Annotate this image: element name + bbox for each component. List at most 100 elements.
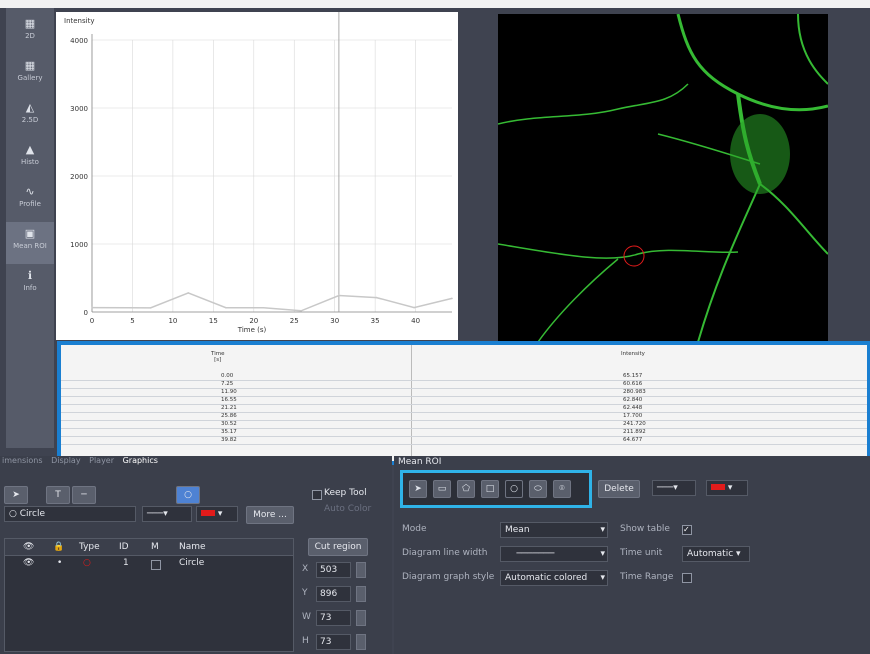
col-intensity-header: Intensity <box>621 351 645 357</box>
eye-icon: 👁 <box>23 542 35 552</box>
roi-color-dropdown[interactable]: ▾ <box>706 480 748 496</box>
data-point <box>187 292 190 294</box>
y-tick-label: 2000 <box>70 173 88 181</box>
x-stepper[interactable] <box>356 562 366 578</box>
view-sidebar: ▦ 2D ▦ Gallery ◭ 2.5D ▲ Histo ∿ Profile ▣ Mean ROI ℹ… <box>6 8 54 448</box>
mean-roi-icon: ▣ <box>24 227 36 240</box>
show-table-checkbox[interactable]: ✓ <box>682 525 692 535</box>
circle-type-icon: ○ <box>83 558 91 568</box>
circle-tool[interactable]: ○ <box>505 480 523 498</box>
tab-player[interactable]: Player <box>89 456 115 465</box>
square-tool[interactable]: □ <box>481 480 499 498</box>
visible-icon[interactable]: 👁 <box>23 558 35 568</box>
x-field[interactable]: 503 <box>316 562 351 578</box>
graphics-list: 👁 🔒 Type ID M Name 👁 • ○ 1 Circle <box>4 538 294 652</box>
delete-button[interactable]: Delete <box>598 480 640 498</box>
col-time-header: Time [s] <box>211 351 225 363</box>
circle-tool-button[interactable]: ○ <box>176 486 200 504</box>
sidebar-item-profile[interactable]: ∿ Profile <box>6 180 54 222</box>
sidebar-item-label: Gallery <box>17 74 43 82</box>
w-stepper[interactable] <box>356 610 366 626</box>
w-field[interactable]: 73 <box>316 610 351 626</box>
x-tick-label: 40 <box>411 317 420 325</box>
intensity-cell: 65.157 <box>623 373 643 379</box>
sidebar-item-label: Profile <box>19 200 41 208</box>
table-row: 11.90 280.983 <box>61 389 867 397</box>
h-label: H <box>302 636 309 646</box>
sidebar-item-label: Info <box>23 284 37 292</box>
table-divider <box>411 345 412 461</box>
intensity-cell: 62.840 <box>623 397 643 403</box>
data-point <box>413 306 415 309</box>
cut-region-button[interactable]: Cut region <box>308 538 368 556</box>
sidebar-item-label: Histo <box>21 158 39 166</box>
line-width-dropdown[interactable]: ─────── ▾ <box>500 546 608 562</box>
select-tool-button[interactable]: ➤ <box>4 486 28 504</box>
more-button[interactable]: More ... <box>246 506 294 524</box>
list-header: 👁 🔒 Type ID M Name <box>5 539 293 556</box>
data-point <box>451 297 453 300</box>
time-cell: 39.82 <box>221 437 237 443</box>
tab-graphics[interactable]: Graphics <box>122 456 158 465</box>
color-dropdown[interactable]: ▾ <box>196 506 238 522</box>
h-field[interactable]: 73 <box>316 634 351 650</box>
mode-dropdown[interactable]: Mean ▾ <box>500 522 608 538</box>
time-unit-label: Time unit <box>620 548 663 558</box>
row-id: 1 <box>123 558 129 568</box>
data-point <box>225 306 227 309</box>
tab-dimensions[interactable]: imensions <box>2 456 43 465</box>
time-cell: 21.21 <box>221 405 237 411</box>
sidebar-item-mean-roi[interactable]: ▣ Mean ROI <box>6 222 54 264</box>
y-tick-label: 3000 <box>70 105 88 113</box>
sidebar-item-histo[interactable]: ▲ Histo <box>6 138 54 180</box>
rect-tool[interactable]: ▭ <box>433 480 451 498</box>
h-stepper[interactable] <box>356 634 366 650</box>
sidebar-item-2-5d[interactable]: ◭ 2.5D <box>6 96 54 138</box>
y-axis-label: Intensity <box>64 17 94 25</box>
x-tick-label: 10 <box>168 317 177 325</box>
graph-style-dropdown[interactable]: Automatic colored ▾ <box>500 570 608 586</box>
line-style-dropdown[interactable]: ───▾ <box>142 506 192 522</box>
x-label: X <box>302 564 309 574</box>
y-field[interactable]: 896 <box>316 586 351 602</box>
keep-tool-checkbox[interactable] <box>312 490 322 500</box>
x-tick-label: 15 <box>209 317 218 325</box>
freehand-tool[interactable]: ⌾ <box>553 480 571 498</box>
line-width-label: Diagram line width <box>402 548 488 558</box>
keep-tool-label: Keep Tool <box>324 488 367 498</box>
tab-bar: imensions Display Player Graphics <box>2 456 164 469</box>
time-cell: 16.55 <box>221 397 237 403</box>
intensity-cell: 241.720 <box>623 421 646 427</box>
auto-color-label: Auto Color <box>324 504 372 514</box>
panel-title: Mean ROI <box>398 457 442 467</box>
col-id: ID <box>119 542 129 552</box>
x-tick-label: 20 <box>249 317 258 325</box>
time-unit-dropdown[interactable]: Automatic ▾ <box>682 546 750 562</box>
neuron-image <box>497 13 829 343</box>
intensity-cell: 280.983 <box>623 389 646 395</box>
lock-icon: 🔒 <box>53 542 65 552</box>
x-tick-label: 5 <box>130 317 134 325</box>
2d-icon: ▦ <box>24 17 36 30</box>
table-row: 30.52 241.720 <box>61 421 867 429</box>
sidebar-item-info[interactable]: ℹ Info <box>6 264 54 306</box>
tab-display[interactable]: Display <box>51 456 81 465</box>
m-checkbox[interactable] <box>151 560 161 570</box>
polygon-tool[interactable]: ⬠ <box>457 480 475 498</box>
line-tool-button[interactable]: ─ <box>72 486 96 504</box>
text-tool-button[interactable]: T <box>46 486 70 504</box>
sidebar-item-gallery[interactable]: ▦ Gallery <box>6 54 54 96</box>
pointer-tool[interactable]: ➤ <box>409 480 427 498</box>
graph-style-label: Diagram graph style <box>402 572 495 582</box>
table-row[interactable]: 👁 • ○ 1 Circle <box>5 557 293 571</box>
sidebar-item-2d[interactable]: ▦ 2D <box>6 12 54 54</box>
data-point <box>149 307 152 309</box>
line-style-dropdown[interactable]: ───▾ <box>652 480 696 496</box>
x-tick-label: 35 <box>371 317 380 325</box>
time-range-checkbox[interactable] <box>682 573 692 583</box>
shape-dropdown[interactable]: ○ Circle <box>4 506 136 522</box>
sidebar-item-label: 2.5D <box>21 116 39 124</box>
y-stepper[interactable] <box>356 586 366 602</box>
ellipse-tool[interactable]: ⬭ <box>529 480 547 498</box>
mean-roi-panel: Mean ROI ➤ ▭ ⬠ □ ○ ⬭ ⌾ Delete ───▾ ▾ Mod… <box>394 456 870 654</box>
